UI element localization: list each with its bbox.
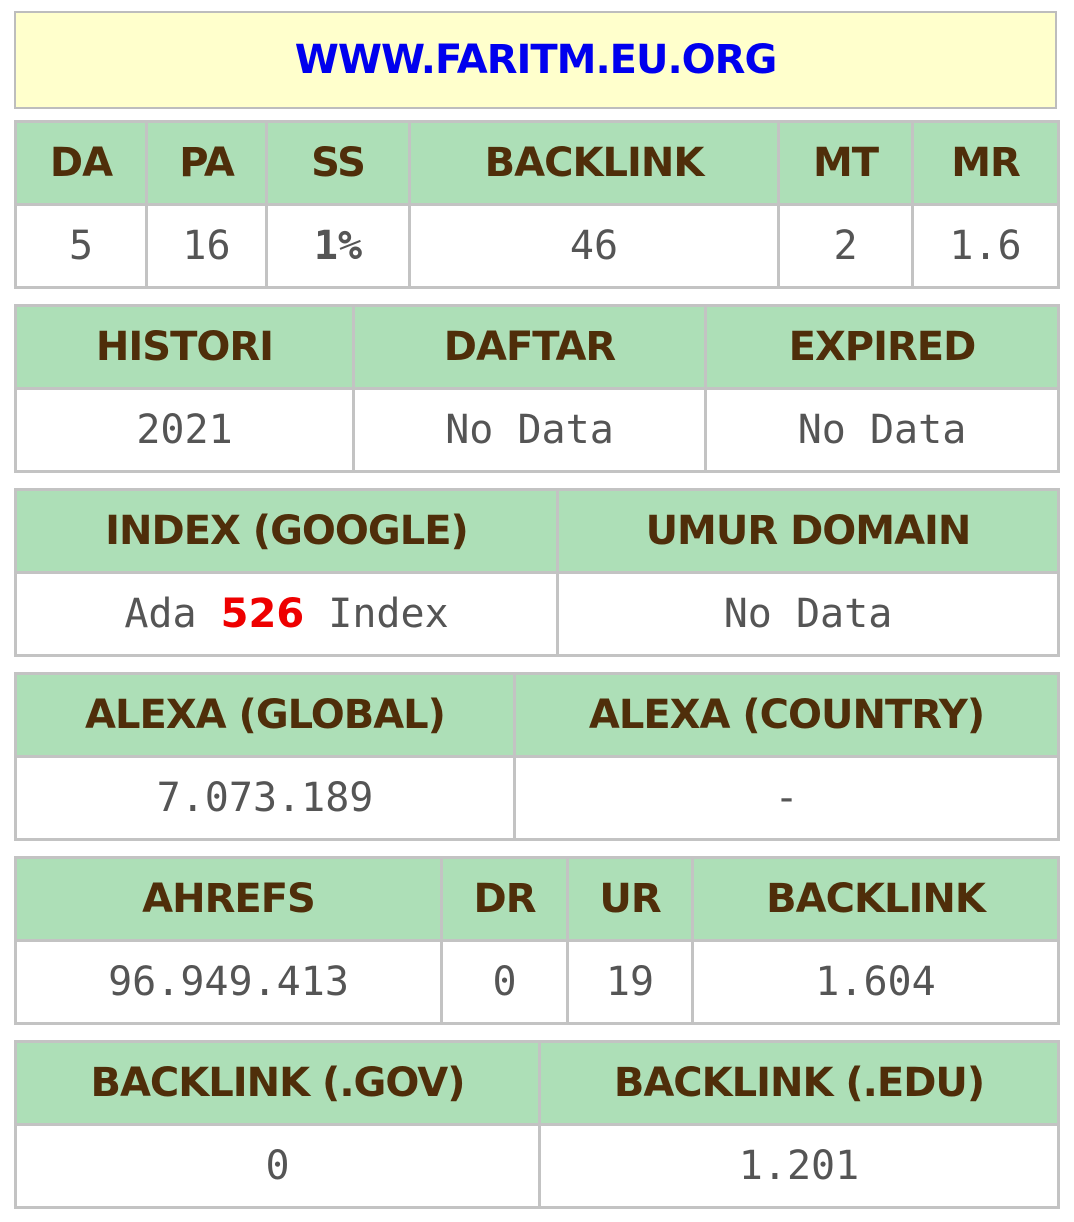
domain-info-table: HISTORI DAFTAR EXPIRED 2021 No Data No D… bbox=[14, 304, 1060, 473]
index-count: 526 bbox=[220, 591, 305, 637]
header-da: DA bbox=[14, 120, 148, 206]
alexa-value-row: 7.073.189 - bbox=[14, 755, 1060, 841]
header-daftar: DAFTAR bbox=[352, 304, 707, 390]
domain-value-row: 2021 No Data No Data bbox=[14, 387, 1060, 473]
header-alexa-global: ALEXA (GLOBAL) bbox=[14, 672, 516, 758]
value-ahrefs-backlink: 1.604 bbox=[691, 939, 1060, 1025]
value-alexa-global: 7.073.189 bbox=[14, 755, 516, 841]
value-backlink-gov: 0 bbox=[14, 1123, 541, 1209]
value-pa: 16 bbox=[145, 203, 268, 289]
header-histori: HISTORI bbox=[14, 304, 355, 390]
header-ur: UR bbox=[566, 856, 694, 942]
value-backlink-edu: 1.201 bbox=[538, 1123, 1060, 1209]
header-expired: EXPIRED bbox=[704, 304, 1060, 390]
header-backlink-gov: BACKLINK (.GOV) bbox=[14, 1040, 541, 1126]
header-backlink-edu: BACKLINK (.EDU) bbox=[538, 1040, 1060, 1126]
alexa-header-row: ALEXA (GLOBAL) ALEXA (COUNTRY) bbox=[14, 672, 1060, 758]
ahrefs-header-row: AHREFS DR UR BACKLINK bbox=[14, 856, 1060, 942]
header-pa: PA bbox=[145, 120, 268, 206]
moz-metrics-table: DA PA SS BACKLINK MT MR 5 16 1% 46 2 1.6 bbox=[14, 120, 1060, 289]
index-suffix: Index bbox=[328, 591, 449, 637]
site-title-link[interactable]: WWW.FARITM.EU.ORG bbox=[294, 37, 778, 83]
domain-header-row: HISTORI DAFTAR EXPIRED bbox=[14, 304, 1060, 390]
ahrefs-table: AHREFS DR UR BACKLINK 96.949.413 0 19 1.… bbox=[14, 856, 1060, 1025]
moz-header-row: DA PA SS BACKLINK MT MR bbox=[14, 120, 1060, 206]
value-ahrefs-rank: 96.949.413 bbox=[14, 939, 443, 1025]
value-mt: 2 bbox=[777, 203, 914, 289]
value-daftar: No Data bbox=[352, 387, 707, 473]
header-ahrefs-backlink: BACKLINK bbox=[691, 856, 1060, 942]
value-dr: 0 bbox=[440, 939, 569, 1025]
header-mt: MT bbox=[777, 120, 914, 206]
alexa-table: ALEXA (GLOBAL) ALEXA (COUNTRY) 7.073.189… bbox=[14, 672, 1060, 841]
header-ss: SS bbox=[265, 120, 411, 206]
header-index-google: INDEX (GOOGLE) bbox=[14, 488, 559, 574]
value-da: 5 bbox=[14, 203, 148, 289]
header-backlink: BACKLINK bbox=[408, 120, 780, 206]
value-index-google: Ada 526 Index bbox=[14, 571, 559, 657]
header-mr: MR bbox=[911, 120, 1060, 206]
header-alexa-country: ALEXA (COUNTRY) bbox=[513, 672, 1060, 758]
ahrefs-value-row: 96.949.413 0 19 1.604 bbox=[14, 939, 1060, 1025]
value-backlink: 46 bbox=[408, 203, 780, 289]
moz-value-row: 5 16 1% 46 2 1.6 bbox=[14, 203, 1060, 289]
value-mr: 1.6 bbox=[911, 203, 1060, 289]
site-title-box: WWW.FARITM.EU.ORG bbox=[14, 11, 1057, 109]
value-umur-domain: No Data bbox=[556, 571, 1060, 657]
value-ss: 1% bbox=[265, 203, 411, 289]
index-header-row: INDEX (GOOGLE) UMUR DOMAIN bbox=[14, 488, 1060, 574]
index-value-row: Ada 526 Index No Data bbox=[14, 571, 1060, 657]
header-dr: DR bbox=[440, 856, 569, 942]
value-expired: No Data bbox=[704, 387, 1060, 473]
value-alexa-country: - bbox=[513, 755, 1060, 841]
special-backlinks-table: BACKLINK (.GOV) BACKLINK (.EDU) 0 1.201 bbox=[14, 1040, 1060, 1209]
header-ahrefs: AHREFS bbox=[14, 856, 443, 942]
index-prefix: Ada bbox=[124, 591, 197, 637]
index-info-table: INDEX (GOOGLE) UMUR DOMAIN Ada 526 Index… bbox=[14, 488, 1060, 657]
value-ur: 19 bbox=[566, 939, 694, 1025]
header-umur-domain: UMUR DOMAIN bbox=[556, 488, 1060, 574]
value-histori: 2021 bbox=[14, 387, 355, 473]
special-value-row: 0 1.201 bbox=[14, 1123, 1060, 1209]
special-header-row: BACKLINK (.GOV) BACKLINK (.EDU) bbox=[14, 1040, 1060, 1126]
